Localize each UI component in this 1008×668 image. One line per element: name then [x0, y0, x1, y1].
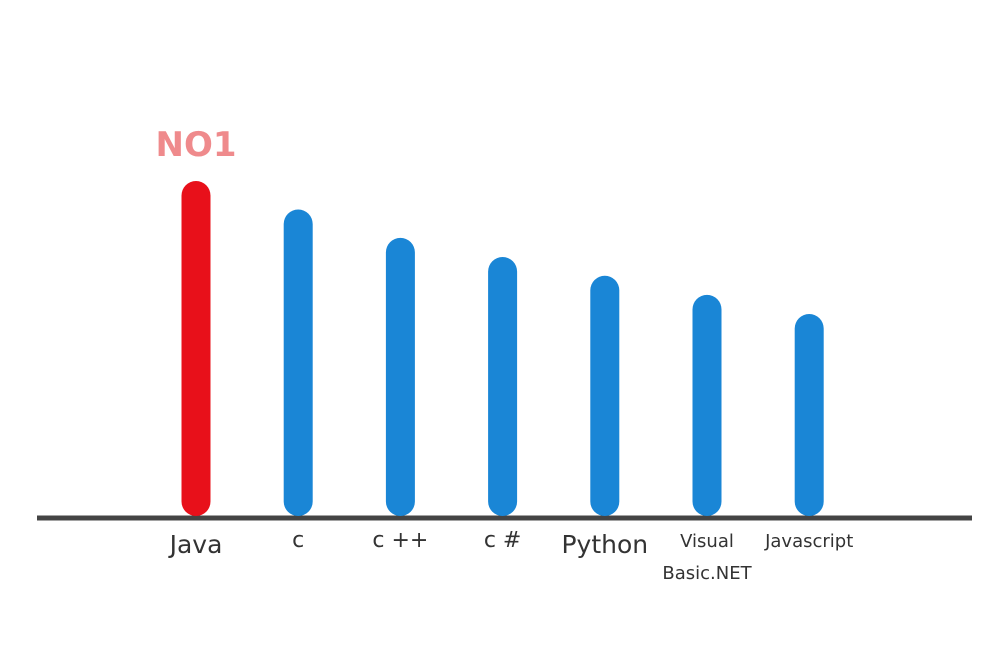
bar-python	[590, 275, 620, 516]
bar-c	[283, 209, 313, 516]
bars-group	[181, 181, 824, 516]
x-tick-label: c #	[484, 528, 522, 553]
bar-javascript	[794, 314, 824, 516]
x-tick-label: c	[292, 528, 304, 553]
bar-java	[181, 181, 211, 516]
top-rank-annotation: NO1	[155, 125, 236, 165]
bar-c	[488, 257, 518, 516]
x-tick-label: Python	[561, 530, 648, 559]
bar-c	[385, 237, 415, 516]
x-tick-label: Javascript	[764, 531, 853, 552]
x-tick-labels: Java c c ++ c # Python Visual Basic.NET Javascr…	[168, 528, 854, 584]
x-tick-label: Java	[168, 530, 223, 559]
x-tick-label: c ++	[372, 528, 428, 553]
bar-visual-basic-net	[692, 294, 722, 516]
x-tick-label: Visual Basic.NET	[662, 531, 752, 584]
